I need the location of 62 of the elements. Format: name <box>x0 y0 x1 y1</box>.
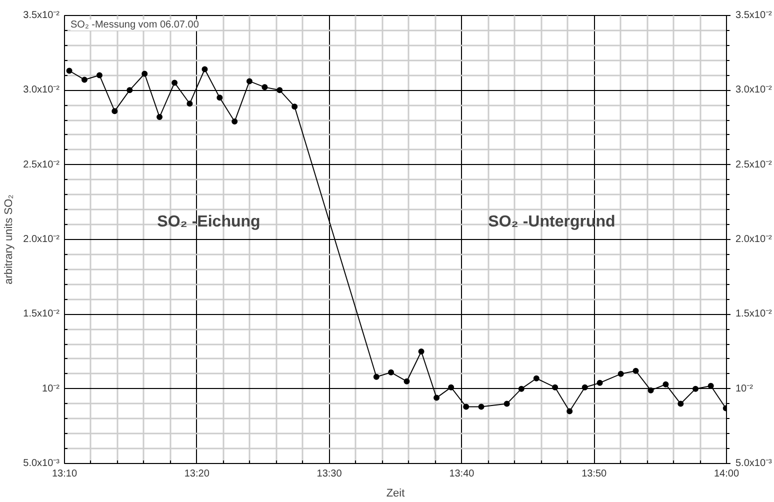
point <box>216 94 223 101</box>
x-tick-label: 13:20 <box>184 468 210 480</box>
point <box>172 80 178 86</box>
y2-tick-label: 2.5x10⁻² <box>736 159 773 170</box>
point <box>262 84 268 90</box>
y2-tick-label: 5.0x10⁻³ <box>736 458 773 469</box>
point <box>566 408 573 414</box>
annotation: SO₂ -Eichung <box>157 214 260 231</box>
point <box>504 400 510 407</box>
point <box>156 114 163 120</box>
point <box>434 394 440 401</box>
x-tick-label: 13:40 <box>449 468 475 480</box>
point <box>202 66 208 72</box>
point <box>478 404 484 410</box>
point <box>142 70 148 77</box>
point <box>96 72 102 78</box>
point <box>678 400 684 407</box>
point <box>463 404 470 410</box>
point <box>66 68 72 74</box>
point <box>448 384 454 390</box>
point <box>692 386 699 392</box>
y2-tick-label: 3.0x10⁻² <box>736 84 773 96</box>
y2-tick-label: 3.5x10⁻² <box>736 10 773 21</box>
point <box>292 104 298 110</box>
y-axis-title: arbitrary units SO₂ <box>3 194 16 284</box>
point <box>186 100 193 107</box>
y2-tick-label: 1.5x10⁻² <box>736 308 773 320</box>
point <box>232 118 238 125</box>
point <box>648 387 654 394</box>
point <box>552 384 558 390</box>
chart-title: SO₂ -Messung vom 06.07.00 <box>70 20 200 30</box>
point <box>582 384 588 390</box>
y-tick-label: 2.0x10⁻² <box>23 234 60 245</box>
y-tick-label: 10⁻² <box>42 383 60 394</box>
y-tick-label: 3.0x10⁻² <box>23 84 60 96</box>
x-tick-label: 13:10 <box>52 468 78 480</box>
point <box>246 78 252 84</box>
point <box>533 375 540 382</box>
y2-tick-label: 10⁻² <box>736 383 754 394</box>
point <box>112 108 118 114</box>
point <box>388 369 394 376</box>
point <box>418 348 424 354</box>
y-tick-label: 2.5x10⁻² <box>23 159 60 170</box>
point <box>518 386 524 392</box>
x-axis-title: Zeit <box>386 488 405 500</box>
y-tick-label: 3.5x10⁻² <box>23 10 60 21</box>
x-tick-label: 13:50 <box>582 468 608 480</box>
y-tick-label: 5.0x10⁻³ <box>23 458 60 469</box>
point <box>126 87 133 94</box>
point <box>404 378 410 384</box>
x-tick-label: 14:00 <box>714 468 740 480</box>
annotation: SO₂ -Untergrund <box>488 214 616 231</box>
point <box>596 380 603 386</box>
point <box>632 368 639 374</box>
point <box>276 87 283 94</box>
point <box>81 76 88 83</box>
y2-tick-label: 2.0x10⁻² <box>736 234 773 245</box>
point <box>373 374 380 380</box>
point <box>618 370 624 377</box>
x-tick-label: 13:30 <box>316 468 342 480</box>
point <box>662 381 669 388</box>
y-tick-label: 1.5x10⁻² <box>23 308 60 320</box>
